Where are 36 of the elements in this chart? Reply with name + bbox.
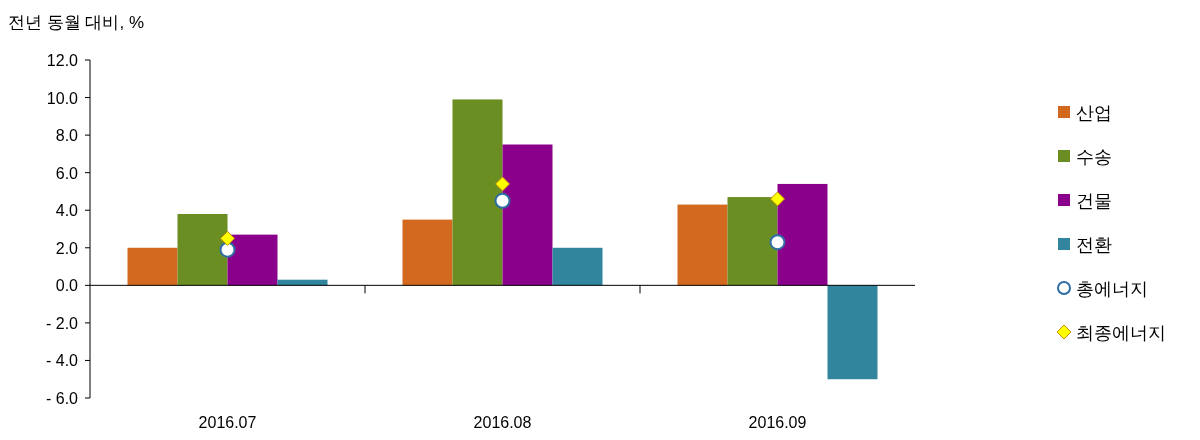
legend-label: 산업 bbox=[1076, 103, 1112, 123]
point bbox=[220, 230, 235, 246]
bar bbox=[227, 234, 278, 286]
y-tick-label: 12.0 bbox=[46, 52, 79, 69]
y-tick-label: - 4.0 bbox=[45, 352, 79, 370]
bar bbox=[502, 144, 553, 286]
x-tick-label: 2016.09 bbox=[748, 414, 807, 431]
y-tick-label: - 2.0 bbox=[45, 314, 79, 332]
bar bbox=[727, 197, 778, 286]
point bbox=[769, 234, 786, 251]
x-tick-label: 2016.07 bbox=[198, 414, 257, 431]
y-tick-label: 6.0 bbox=[55, 164, 79, 182]
y-tick-label: 2.0 bbox=[55, 239, 79, 257]
bar bbox=[677, 204, 728, 286]
point bbox=[770, 191, 785, 207]
bar bbox=[827, 285, 878, 380]
point bbox=[494, 192, 511, 209]
bar bbox=[402, 219, 453, 286]
legend-label: 최종에너지 bbox=[1076, 323, 1166, 343]
legend-label: 전환 bbox=[1076, 235, 1112, 255]
y-tick-label: 10.0 bbox=[46, 89, 79, 107]
legend-label: 건물 bbox=[1076, 191, 1112, 211]
bar bbox=[177, 213, 228, 286]
y-axis-title: 전년 동월 대비, % bbox=[8, 13, 145, 32]
y-tick-label: - 6.0 bbox=[45, 390, 79, 407]
bar bbox=[452, 99, 503, 286]
bar bbox=[127, 247, 178, 286]
y-tick-label: 0.0 bbox=[55, 277, 79, 295]
legend-label: 수송 bbox=[1076, 147, 1112, 167]
bar bbox=[552, 247, 603, 286]
y-tick-label: 8.0 bbox=[55, 127, 79, 145]
legend-label: 총에너지 bbox=[1076, 279, 1148, 299]
x-tick-label: 2016.08 bbox=[473, 414, 532, 431]
bar bbox=[777, 183, 828, 286]
y-tick-label: 4.0 bbox=[55, 202, 79, 220]
point bbox=[495, 176, 510, 192]
